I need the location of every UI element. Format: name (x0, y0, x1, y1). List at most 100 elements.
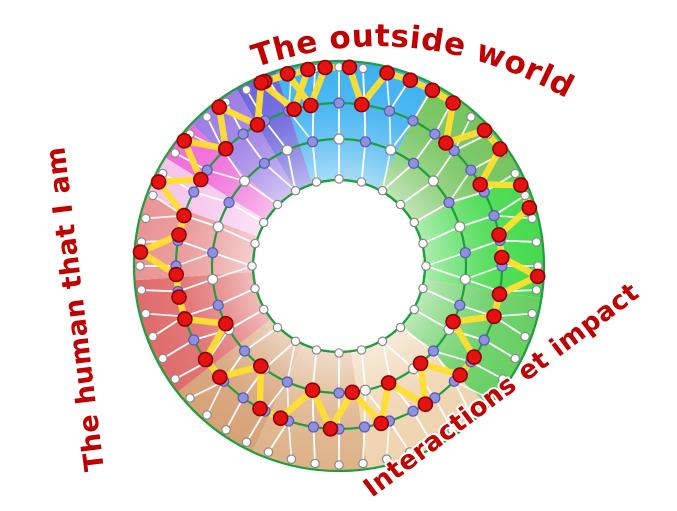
node-second-17[interactable] (407, 405, 419, 417)
node-second-36[interactable] (237, 128, 249, 140)
selected-node-51[interactable] (300, 61, 316, 78)
selected-node-1[interactable] (279, 66, 296, 82)
node-third-27[interactable] (258, 157, 270, 169)
node-outer-25[interactable] (358, 458, 368, 469)
selected-node-26[interactable] (380, 375, 397, 391)
node-third-28[interactable] (281, 144, 293, 156)
node-third-7[interactable] (459, 247, 471, 259)
selected-node-11[interactable] (476, 122, 493, 139)
node-inner-23[interactable] (311, 177, 322, 187)
selected-node-4[interactable] (341, 59, 358, 76)
selected-node-23[interactable] (452, 367, 468, 383)
node-outer-15[interactable] (527, 308, 537, 319)
selected-node-43[interactable] (150, 174, 167, 190)
selected-node-48[interactable] (249, 117, 266, 133)
node-third-29[interactable] (307, 136, 319, 148)
node-third-9[interactable] (454, 299, 466, 311)
node-outer-9[interactable] (510, 168, 520, 179)
node-third-14[interactable] (359, 384, 371, 396)
selected-node-50[interactable] (286, 101, 302, 118)
node-outer-48[interactable] (241, 85, 252, 95)
node-third-0[interactable] (333, 133, 345, 145)
node-outer-39[interactable] (135, 261, 145, 271)
selected-node-25[interactable] (417, 396, 434, 413)
selected-node-12[interactable] (492, 141, 508, 157)
node-second-0[interactable] (333, 97, 345, 109)
node-third-2[interactable] (385, 144, 397, 156)
selected-node-44[interactable] (193, 171, 209, 188)
selected-node-8[interactable] (424, 82, 441, 99)
node-inner-19[interactable] (250, 238, 260, 249)
node-outer-29[interactable] (263, 447, 274, 457)
selected-node-40[interactable] (132, 244, 149, 260)
node-second-13[interactable] (478, 334, 490, 346)
selected-node-16[interactable] (491, 227, 507, 243)
node-outer-33[interactable] (185, 393, 195, 403)
node-third-26[interactable] (239, 175, 251, 187)
selected-node-47[interactable] (211, 99, 227, 115)
node-inner-21[interactable] (272, 199, 283, 210)
selected-node-35[interactable] (197, 351, 214, 368)
selected-node-30[interactable] (304, 382, 321, 399)
node-outer-17[interactable] (510, 353, 520, 364)
node-second-2[interactable] (383, 105, 395, 117)
selected-node-33[interactable] (252, 358, 269, 374)
selected-node-7[interactable] (402, 72, 419, 88)
node-third-5[interactable] (443, 196, 455, 209)
node-third-11[interactable] (427, 345, 439, 357)
node-inner-6[interactable] (421, 261, 431, 271)
node-outer-14[interactable] (531, 285, 542, 295)
node-second-24[interactable] (237, 392, 249, 404)
selected-node-10[interactable] (438, 135, 454, 151)
node-second-6[interactable] (465, 164, 477, 176)
node-outer-24[interactable] (381, 454, 392, 464)
node-inner-16[interactable] (258, 304, 269, 315)
selected-node-37[interactable] (177, 311, 193, 327)
node-inner-13[interactable] (311, 345, 322, 355)
selected-node-46[interactable] (218, 140, 234, 157)
selected-node-45[interactable] (176, 133, 193, 149)
node-outer-38[interactable] (136, 285, 147, 295)
selected-node-32[interactable] (252, 400, 268, 417)
node-outer-44[interactable] (170, 148, 180, 158)
selected-node-41[interactable] (171, 227, 187, 243)
node-outer-18[interactable] (497, 374, 508, 384)
selected-node-13[interactable] (472, 176, 489, 193)
node-outer-26[interactable] (334, 460, 344, 470)
node-outer-42[interactable] (148, 190, 158, 201)
node-outer-30[interactable] (241, 437, 252, 447)
node-inner-4[interactable] (409, 217, 420, 228)
node-outer-16[interactable] (520, 331, 530, 342)
selected-node-2[interactable] (302, 97, 319, 114)
selected-node-3[interactable] (317, 59, 333, 76)
node-second-21[interactable] (307, 421, 320, 433)
selected-node-36[interactable] (218, 315, 234, 332)
selected-node-19[interactable] (491, 286, 508, 303)
node-outer-32[interactable] (202, 410, 212, 420)
node-second-5[interactable] (448, 145, 460, 157)
node-inner-5[interactable] (418, 238, 428, 249)
node-outer-1[interactable] (358, 63, 368, 74)
node-third-23[interactable] (207, 247, 219, 259)
node-outer-20[interactable] (466, 410, 476, 420)
node-inner-10[interactable] (377, 336, 388, 347)
node-inner-22[interactable] (290, 185, 301, 196)
node-outer-21[interactable] (447, 424, 457, 435)
node-inner-14[interactable] (290, 336, 301, 347)
node-second-27[interactable] (188, 334, 200, 346)
node-third-22[interactable] (207, 273, 219, 285)
node-inner-15[interactable] (272, 322, 283, 333)
selected-node-27[interactable] (373, 415, 390, 432)
node-outer-19[interactable] (483, 393, 493, 403)
node-third-15[interactable] (333, 387, 345, 399)
selected-node-34[interactable] (212, 369, 228, 386)
selected-node-14[interactable] (512, 177, 529, 193)
node-third-21[interactable] (212, 299, 224, 311)
node-third-24[interactable] (212, 221, 224, 233)
node-inner-2[interactable] (377, 185, 388, 196)
node-second-4[interactable] (429, 128, 441, 140)
selected-node-18[interactable] (529, 268, 546, 285)
node-outer-6[interactable] (466, 112, 476, 122)
selected-node-22[interactable] (466, 349, 482, 365)
selected-node-6[interactable] (379, 65, 395, 81)
